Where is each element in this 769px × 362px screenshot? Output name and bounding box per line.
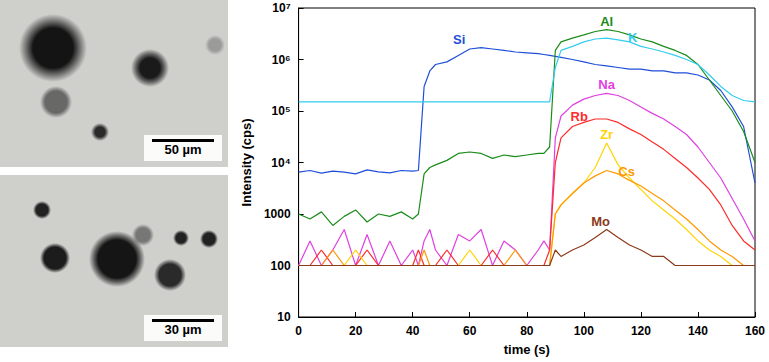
svg-text:100: 100	[574, 324, 594, 338]
svg-text:60: 60	[463, 324, 477, 338]
svg-text:K: K	[628, 30, 638, 45]
svg-text:Intensity (cps): Intensity (cps)	[239, 118, 254, 206]
svg-text:20: 20	[349, 324, 363, 338]
svg-text:120: 120	[631, 324, 651, 338]
svg-text:10⁵: 10⁵	[272, 104, 291, 118]
svg-text:Al: Al	[600, 14, 613, 29]
svg-text:140: 140	[688, 324, 708, 338]
svg-text:Mo: Mo	[591, 214, 610, 229]
svg-text:Rb: Rb	[571, 109, 588, 124]
svg-text:10⁶: 10⁶	[272, 53, 291, 67]
html-text:50 µm: 50 µm	[164, 142, 202, 157]
svg-text:40: 40	[406, 324, 420, 338]
svg-text:160: 160	[745, 324, 765, 338]
html-text:30 µm: 30 µm	[164, 322, 202, 337]
svg-text:time (s): time (s)	[504, 342, 550, 357]
svg-text:0: 0	[295, 324, 302, 338]
svg-text:100: 100	[271, 259, 291, 273]
svg-text:Na: Na	[598, 77, 615, 92]
svg-text:Si: Si	[453, 32, 465, 47]
svg-text:80: 80	[520, 324, 534, 338]
svg-text:10⁴: 10⁴	[271, 156, 290, 170]
svg-text:10: 10	[277, 310, 291, 324]
svg-text:Cs: Cs	[618, 164, 635, 179]
svg-text:Zr: Zr	[600, 127, 613, 142]
svg-text:1000: 1000	[264, 207, 291, 221]
svg-text:10⁷: 10⁷	[272, 1, 290, 15]
